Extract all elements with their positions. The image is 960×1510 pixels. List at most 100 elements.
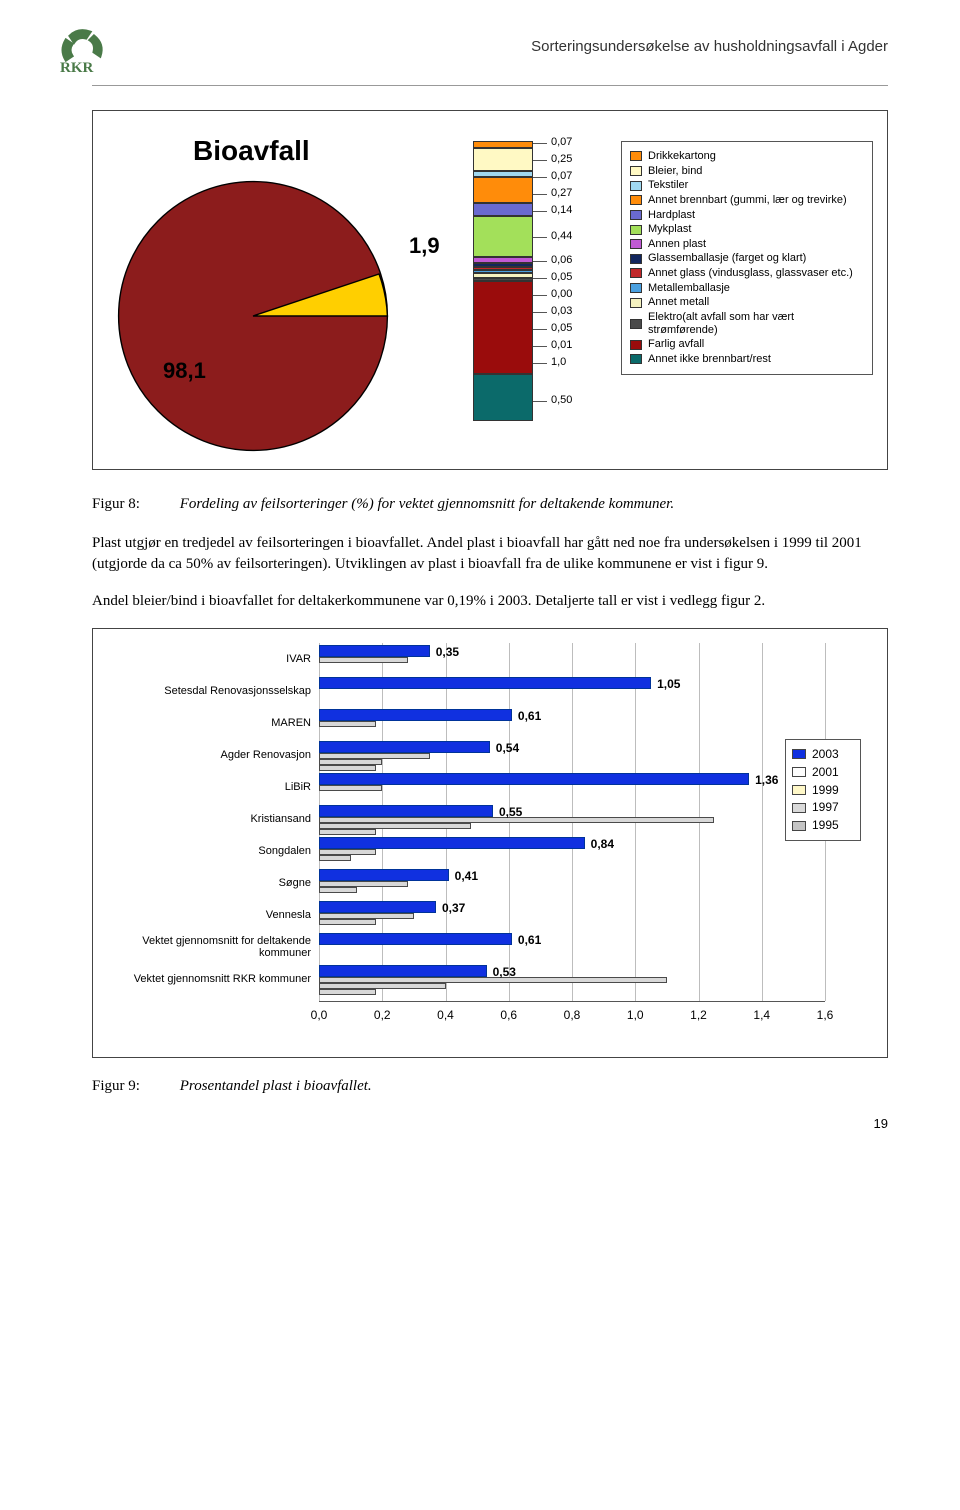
- legend-row: Hardplast: [630, 209, 864, 222]
- hlegend-row: 1995: [792, 817, 854, 834]
- legend-text: Tekstiler: [648, 179, 864, 192]
- x-tick: 1,6: [817, 1007, 834, 1024]
- legend-row: Drikkekartong: [630, 150, 864, 163]
- hchart-bar-primary: [319, 933, 512, 945]
- hchart-bar-primary: [319, 645, 430, 657]
- hlegend-row: 2001: [792, 764, 854, 781]
- stacked-label: 0,07: [551, 170, 572, 183]
- paragraph-1: Plast utgjør en tredjedel av feilsorteri…: [92, 533, 888, 575]
- legend-row: Farlig avfall: [630, 338, 864, 351]
- legend-row: Metallemballasje: [630, 282, 864, 295]
- hchart-bar-primary: [319, 677, 651, 689]
- hchart-bar-other: [319, 989, 376, 995]
- stacked-label: 0,06: [551, 254, 572, 267]
- hchart-category: IVAR: [105, 653, 319, 665]
- pie-main-value: 98,1: [163, 356, 206, 387]
- x-tick: 1,4: [753, 1007, 770, 1024]
- hlegend-row: 1997: [792, 799, 854, 816]
- legend-row: Glassemballasje (farget og klart): [630, 252, 864, 265]
- legend-row: Annet metall: [630, 296, 864, 309]
- hchart-category: Søgne: [105, 877, 319, 889]
- hchart-value: 0,55: [499, 804, 522, 821]
- stacked-segment: [473, 148, 533, 171]
- hchart-bar-primary: [319, 709, 512, 721]
- pie-legend: Drikkekartong Bleier, bindTekstiler Annet …: [621, 141, 873, 375]
- legend-swatch: [630, 319, 642, 329]
- caption-label: Figur 8:: [92, 494, 176, 515]
- hchart-value: 0,53: [493, 964, 516, 981]
- hchart-value: 1,36: [755, 772, 778, 789]
- stacked-label: 0,27: [551, 187, 572, 200]
- hchart-bar-primary: [319, 869, 449, 881]
- hchart-row: Vennesla0,37: [105, 899, 625, 931]
- hchart-category: Setesdal Renovasjonsselskap: [105, 685, 319, 697]
- hchart-bar-primary: [319, 741, 490, 753]
- hchart-category: Vektet gjennomsnitt for deltakende kommu…: [105, 935, 319, 959]
- stacked-label: 0,03: [551, 305, 572, 318]
- hchart-row: LiBiR1,36: [105, 771, 625, 803]
- legend-swatch: [630, 195, 642, 205]
- page-header: RKR Sorteringsundersøkelse av husholdnin…: [92, 30, 888, 86]
- hlegend-swatch: [792, 767, 806, 777]
- hchart-row: Søgne0,41: [105, 867, 625, 899]
- header-title: Sorteringsundersøkelse av husholdningsav…: [531, 36, 888, 57]
- hlegend-text: 1997: [812, 799, 839, 816]
- legend-row: Annet glass (vindusglass, glassvaser etc…: [630, 267, 864, 280]
- hchart-category: MAREN: [105, 717, 319, 729]
- legend-text: Annen plast: [648, 238, 864, 251]
- page-number: 19: [92, 1115, 888, 1133]
- hchart-bar-other: [319, 887, 357, 893]
- rkr-logo: RKR: [56, 22, 114, 81]
- hlegend-text: 1995: [812, 817, 839, 834]
- hchart-category: Vektet gjennomsnitt RKR kommuner: [105, 973, 319, 985]
- stacked-bar: [473, 141, 533, 421]
- legend-text: Bleier, bind: [648, 165, 864, 178]
- hchart-row: Songdalen0,84: [105, 835, 625, 867]
- hchart-bar-other: [319, 657, 408, 663]
- legend-text: Annet metall: [648, 296, 864, 309]
- x-tick: 0,0: [311, 1007, 328, 1024]
- legend-swatch: [630, 254, 642, 264]
- pie-wedge-value: 1,9: [409, 231, 440, 262]
- legend-row: Annet brennbart (gummi, lær og trevirke): [630, 194, 864, 207]
- legend-text: Annet glass (vindusglass, glassvaser etc…: [648, 267, 864, 280]
- hchart-value: 0,61: [518, 708, 541, 725]
- x-tick: 0,6: [500, 1007, 517, 1024]
- legend-text: Metallemballasje: [648, 282, 864, 295]
- stacked-segment: [473, 177, 533, 202]
- pie-chart: Bioavfall 98,1 1,9: [113, 131, 473, 456]
- legend-row: Annet ikke brennbart/rest: [630, 353, 864, 366]
- hchart-legend: 20032001199919971995: [785, 739, 861, 841]
- hchart-row: Vektet gjennomsnitt RKR kommuner 0,53: [105, 963, 625, 995]
- hchart-bar-other: [319, 919, 376, 925]
- hchart-category: Songdalen: [105, 845, 319, 857]
- hchart-value: 1,05: [657, 676, 680, 693]
- hlegend-swatch: [792, 749, 806, 759]
- legend-text: Mykplast: [648, 223, 864, 236]
- stacked-label: 0,25: [551, 153, 572, 166]
- legend-swatch: [630, 210, 642, 220]
- hchart-category: Vennesla: [105, 909, 319, 921]
- legend-swatch: [630, 283, 642, 293]
- x-tick: 1,2: [690, 1007, 707, 1024]
- legend-text: Annet ikke brennbart/rest: [648, 353, 864, 366]
- hchart-row: Kristiansand0,55: [105, 803, 625, 835]
- x-tick: 1,0: [627, 1007, 644, 1024]
- legend-row: Annen plast: [630, 238, 864, 251]
- legend-swatch: [630, 239, 642, 249]
- hchart-value: 0,61: [518, 932, 541, 949]
- hlegend-text: 2003: [812, 746, 839, 763]
- legend-text: Drikkekartong: [648, 150, 864, 163]
- hchart-row: Vektet gjennomsnitt for deltakende kommu…: [105, 931, 625, 963]
- legend-swatch: [630, 268, 642, 278]
- hchart-bar-other: [319, 855, 351, 861]
- legend-swatch: [630, 225, 642, 235]
- legend-swatch: [630, 298, 642, 308]
- hchart-bar-primary: [319, 805, 493, 817]
- hchart-category: Agder Renovasjon: [105, 749, 319, 761]
- hlegend-row: 2003: [792, 746, 854, 763]
- caption-text: Prosentandel plast i bioavfallet.: [180, 1076, 870, 1097]
- hchart-row: IVAR0,35: [105, 643, 625, 675]
- hchart-bar-other: [319, 721, 376, 727]
- legend-row: Mykplast: [630, 223, 864, 236]
